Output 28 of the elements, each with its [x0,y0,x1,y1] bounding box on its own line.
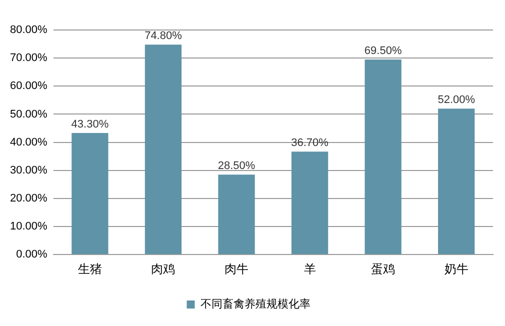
y-tick-label: 60.00% [10,80,48,92]
data-label: 69.50% [364,45,402,58]
x-tick-label: 羊 [304,262,316,276]
bar [218,174,255,254]
y-tick-label: 0.00% [16,248,48,261]
bar [291,152,328,254]
y-tick-label: 80.00% [10,24,48,36]
x-tick-label: 奶牛 [444,262,468,276]
data-label: 28.50% [218,160,256,172]
x-tick-label: 蛋鸡 [371,262,396,276]
bar [144,44,182,254]
y-tick-label: 50.00% [10,108,48,120]
data-label: 43.30% [71,118,109,131]
data-label: 74.80% [144,30,182,42]
legend-label: 不同畜禽养殖规模化率 [200,298,310,311]
bar [364,59,402,254]
y-tick-label: 30.00% [10,164,48,176]
bar [438,108,475,254]
bar [72,133,108,254]
y-tick-label: 20.00% [10,192,48,204]
y-tick-label: 40.00% [10,136,48,148]
y-tick-label: 70.00% [10,52,48,64]
data-label: 52.00% [438,94,476,106]
x-tick-label: 肉牛 [224,262,249,276]
data-label: 36.70% [291,137,329,150]
y-tick-label: 10.00% [10,220,48,233]
x-tick-label: 生猪 [78,262,102,276]
x-tick-label: 肉鸡 [151,262,176,276]
